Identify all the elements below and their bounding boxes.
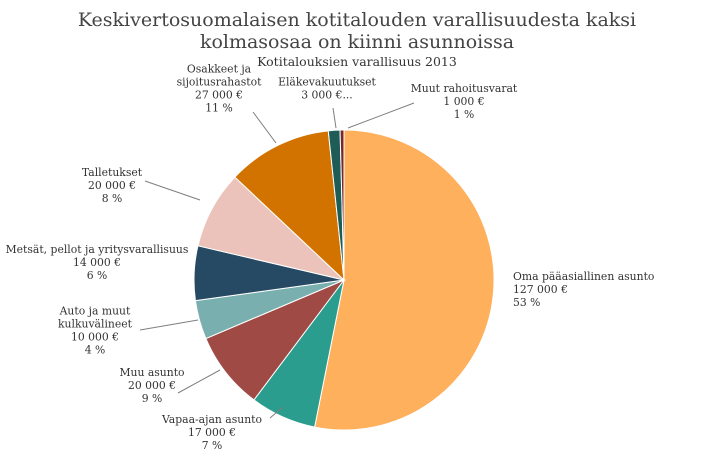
pie-slices (193, 129, 495, 431)
slice-label-elakevakuutukset: Eläkevakuutukset 3 000 €... (278, 76, 376, 102)
slice-label-muut-rahoitusvarat: Muut rahoitusvarat 1 000 €1 % (411, 82, 518, 121)
slice-label-auto-ja-muut-kulkuvalineet: Auto ja muut kulkuvälineet 10 000 €4 % (58, 305, 133, 357)
pie-slice-muut-rahoitusvarat (339, 129, 345, 281)
slice-label-vapaa-ajan-asunto: Vapaa-ajan asunto 17 000 €7 % (161, 413, 262, 452)
chart-subtitle: Kotitalouksien varallisuus 2013 (257, 54, 457, 69)
chart-title-line-2: kolmasosaa on kiinni asunnoissa (200, 31, 514, 53)
pie-slice-osakkeet-ja-sijoitusrahastot (234, 130, 345, 282)
leader-line-osakkeet-ja-sijoitusrahastot (252, 111, 277, 144)
slice-label-oma-paaasiallinen-asunto: Oma pääasiallinen asunto 127 000 €53 % (513, 270, 654, 309)
leader-line-muut-rahoitusvarat (347, 102, 415, 129)
slice-label-talletukset: Talletukset 20 000 €8 % (82, 166, 143, 205)
leader-line-muu-asunto (177, 369, 221, 394)
pie-slice-oma-paaasiallinen-asunto (314, 129, 495, 431)
leader-line-elakevakuutukset (332, 107, 337, 129)
leader-line-talletukset (144, 180, 201, 201)
chart-title-line-1: Keskivertosuomalaisen kotitalouden varal… (78, 9, 636, 31)
slice-label-osakkeet-ja-sijoitusrahastot: Osakkeet ja sijoitusrahastot 27 000 €11 % (177, 63, 262, 115)
slice-label-metsat-pellot-ja-yritysvarallisuus: Metsät, pellot ja yritysvarallisuus 14 00… (6, 243, 189, 282)
slice-label-muu-asunto: Muu asunto 20 000 €9 % (119, 366, 184, 405)
leader-line-vapaa-ajan-asunto (269, 406, 284, 419)
leader-lines (139, 102, 415, 419)
slice-labels: Oma pääasiallinen asunto 127 000 €53 % Vap… (6, 63, 655, 453)
leader-line-auto-ja-muut-kulkuvalineet (139, 319, 199, 331)
